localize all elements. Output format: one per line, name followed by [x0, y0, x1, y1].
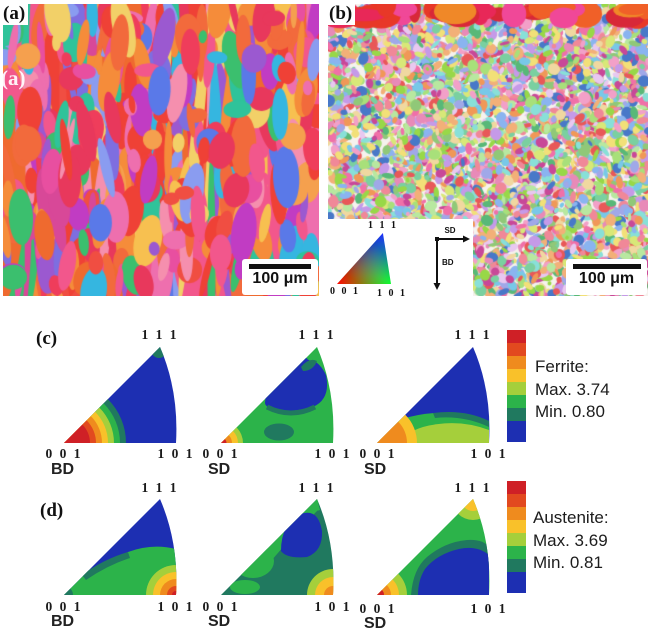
corner-label-111: 1 1 1: [298, 480, 336, 495]
scale-bar-b-text: 100 μm: [578, 270, 635, 287]
scale-bar-a: 100 μm: [242, 259, 318, 295]
corner-label-001: 0 0 1: [359, 446, 397, 461]
pole-figure-ferrite-bd: [64, 347, 177, 443]
direction-label-bd: BD: [51, 461, 75, 478]
colorbar-segment: [507, 533, 526, 546]
axes-label-horizontal: SD: [444, 226, 455, 235]
panel-a-label-chip: (a): [0, 3, 29, 25]
corner-label-001: 0 0 1: [45, 446, 83, 461]
pole-figure-ferrite-sd2: [377, 347, 490, 443]
corner-label-101: 1 0 1: [470, 446, 508, 461]
corner-label-111: 1 1 1: [454, 327, 492, 342]
colorbar-segment: [507, 559, 526, 572]
direction-label-sd: SD: [208, 461, 231, 478]
direction-label-sd: SD: [364, 615, 387, 632]
austenite-min-value: Min. 0.81: [533, 553, 603, 572]
colorbar-segment: [507, 343, 526, 356]
ferrite-max-value: Max. 3.74: [535, 379, 610, 399]
colorbar-segment: [507, 520, 526, 533]
colorbar-segment: [507, 546, 526, 559]
panel-b-label-chip: (b): [326, 3, 356, 25]
colorbar-segment: [507, 572, 526, 593]
colorbar-segment: [507, 330, 526, 343]
scale-bar-a-text: 100 μm: [252, 270, 308, 287]
panel-b-label: (b): [329, 3, 353, 24]
corner-label-101: 1 0 1: [470, 601, 508, 616]
pole-figure-austenite-bd: [64, 499, 177, 595]
colorbar-segment: [507, 369, 526, 382]
colorbar-austenite: [507, 481, 526, 593]
colorbar-segment: [507, 421, 526, 442]
austenite-phase-label: Austenite:: [533, 508, 609, 527]
row-d-label: (d): [40, 500, 64, 521]
ipf-color-key: [337, 233, 391, 284]
austenite-max-value: Max. 3.69: [533, 530, 608, 550]
colorbar-ferrite: [507, 330, 526, 442]
austenite-legend: Austenite: Max. 3.69 Min. 0.81: [533, 507, 609, 575]
corner-label-101: 1 0 1: [157, 599, 195, 614]
ipf-key-label-101: 1 0 1: [377, 288, 407, 299]
corner-label-111: 1 1 1: [298, 327, 336, 342]
ferrite-legend: Ferrite: Max. 3.74 Min. 0.80: [535, 356, 610, 424]
corner-label-001: 0 0 1: [45, 599, 83, 614]
corner-label-101: 1 0 1: [157, 446, 195, 461]
pole-figure-ferrite-sd1: [221, 347, 334, 443]
pole-figure-austenite-sd1: [221, 499, 334, 595]
corner-label-001: 0 0 1: [202, 446, 240, 461]
corner-label-001: 0 0 1: [202, 599, 240, 614]
direction-label-bd: BD: [51, 613, 75, 630]
ebsd-map-columnar: [3, 4, 319, 296]
scale-bar-b: 100 μm: [566, 259, 647, 295]
corner-label-101: 1 0 1: [314, 599, 352, 614]
pole-figure-austenite-sd2: [377, 499, 490, 595]
corner-label-101: 1 0 1: [314, 446, 352, 461]
corner-label-001: 0 0 1: [359, 601, 397, 616]
corner-label-111: 1 1 1: [141, 327, 179, 342]
corner-label-111: 1 1 1: [141, 480, 179, 495]
ipf-key-label-111: 1 1 1: [368, 220, 398, 231]
scale-bar-a-line: [249, 264, 311, 269]
direction-label-sd: SD: [364, 461, 387, 478]
corner-label-111: 1 1 1: [454, 480, 492, 495]
colorbar-segment: [507, 395, 526, 408]
direction-label-sd: SD: [208, 613, 231, 630]
row-c-label: (c): [36, 328, 58, 349]
colorbar-segment: [507, 408, 526, 421]
ipf-key-label-001: 0 0 1: [330, 286, 360, 297]
panel-a-label: (a): [3, 3, 26, 24]
ipf-key-inset: 1 1 1 0 0 1 1 0 1 SD BD: [325, 219, 473, 300]
panel-a-watermark: (a): [1, 66, 26, 90]
axes-label-vertical: BD: [442, 258, 454, 267]
ferrite-phase-label: Ferrite:: [535, 357, 589, 376]
colorbar-segment: [507, 382, 526, 395]
colorbar-segment: [507, 356, 526, 369]
axes-icon: SD BD: [433, 226, 470, 290]
colorbar-segment: [507, 507, 526, 520]
colorbar-segment: [507, 481, 526, 494]
ferrite-min-value: Min. 0.80: [535, 402, 605, 421]
colorbar-segment: [507, 494, 526, 507]
scale-bar-b-line: [572, 264, 641, 269]
